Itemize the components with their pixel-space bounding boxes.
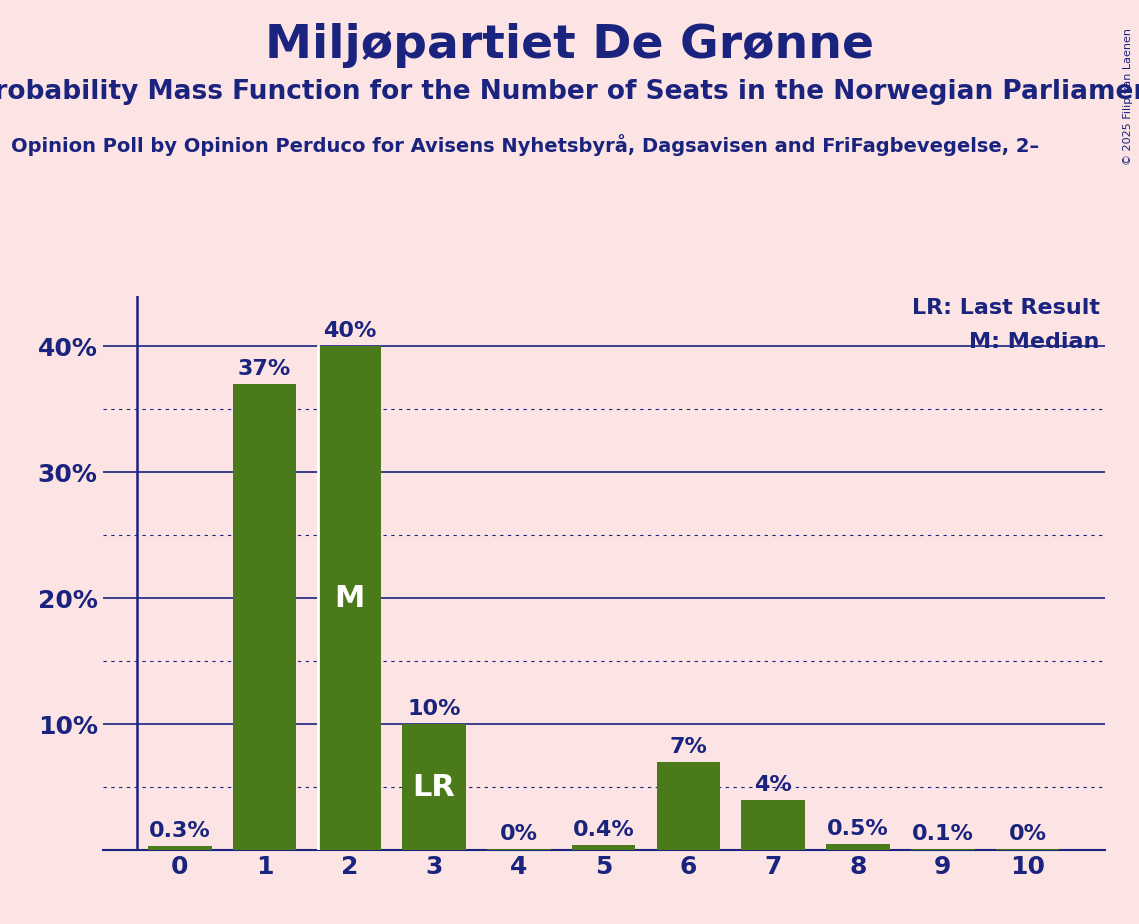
Bar bbox=[741, 799, 805, 850]
Text: Probability Mass Function for the Number of Seats in the Norwegian Parliament: Probability Mass Function for the Number… bbox=[0, 79, 1139, 104]
Text: 40%: 40% bbox=[322, 321, 376, 341]
Text: Opinion Poll by Opinion Perduco for Avisens Nyhetsbyrå, Dagsavisen and FriFagbev: Opinion Poll by Opinion Perduco for Avis… bbox=[11, 134, 1040, 156]
Text: 7%: 7% bbox=[670, 736, 707, 757]
Bar bbox=[318, 346, 382, 850]
Bar bbox=[657, 762, 720, 850]
Text: 4%: 4% bbox=[754, 774, 792, 795]
Text: 0.3%: 0.3% bbox=[149, 821, 211, 841]
Text: 0.4%: 0.4% bbox=[573, 820, 634, 840]
Text: M: Median: M: Median bbox=[969, 332, 1100, 352]
Bar bbox=[572, 845, 636, 850]
Text: 0.1%: 0.1% bbox=[912, 824, 974, 844]
Text: 0%: 0% bbox=[500, 824, 538, 845]
Text: 0.5%: 0.5% bbox=[827, 819, 888, 839]
Text: 10%: 10% bbox=[408, 699, 461, 719]
Text: LR: LR bbox=[412, 772, 456, 802]
Text: Miljøpartiet De Grønne: Miljøpartiet De Grønne bbox=[265, 23, 874, 68]
Bar bbox=[911, 849, 975, 850]
Bar bbox=[232, 383, 296, 850]
Text: LR: Last Result: LR: Last Result bbox=[912, 298, 1100, 319]
Bar bbox=[402, 724, 466, 850]
Text: © 2025 Filip van Laenen: © 2025 Filip van Laenen bbox=[1123, 28, 1133, 164]
Text: M: M bbox=[334, 584, 364, 613]
Text: 0%: 0% bbox=[1008, 824, 1047, 845]
Text: 37%: 37% bbox=[238, 359, 292, 379]
Bar bbox=[826, 844, 890, 850]
Bar bbox=[148, 846, 212, 850]
